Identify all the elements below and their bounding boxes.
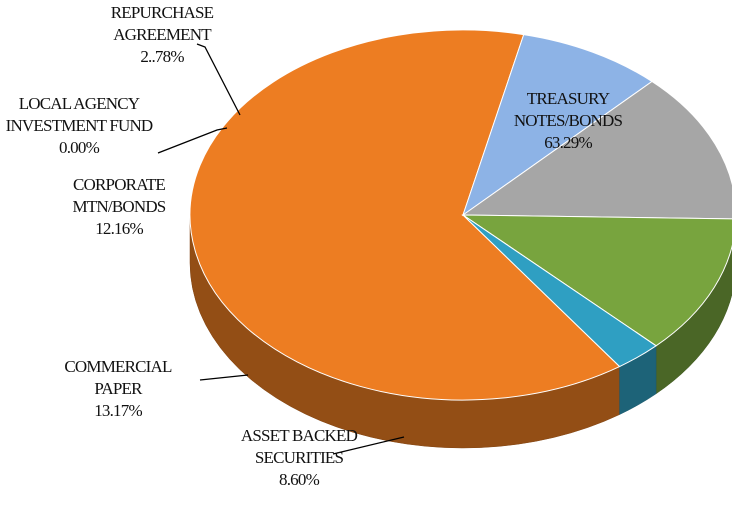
slice-label-laif: INVESTMENT FUND (6, 116, 153, 135)
slice-label-abs: SECURITIES (255, 448, 344, 467)
slice-label-repo: AGREEMENT (113, 25, 212, 44)
slice-labels: TREASURY NOTES/BONDS 63.29% ASSET BACKED SEC… (6, 3, 624, 489)
leader-line-laif (157, 127, 228, 154)
label-abs: ASSET BACKED SECURITIES 8.60% (241, 426, 359, 489)
slice-treasury (189, 29, 621, 401)
label-cp: COMMERCIAL PAPER 13.17% (64, 357, 172, 420)
leader-line-abs (332, 436, 405, 455)
label-corp: CORPORATE MTN/BONDS 12.16% (73, 175, 167, 238)
slice-cp (461, 80, 732, 220)
pie-3d-sides (189, 214, 732, 449)
slice-corp (461, 214, 732, 347)
slice-abs (462, 34, 653, 217)
slice-percent-cp: 13.17% (94, 401, 142, 420)
leader-line-repo (196, 43, 241, 116)
leader-line-cp (199, 374, 249, 381)
slice-percent-treasury: 63.29% (544, 133, 592, 152)
slice-label-cp: COMMERCIAL (64, 357, 172, 376)
slice-percent-laif: 0.00% (59, 138, 100, 157)
leader-lines (157, 43, 405, 455)
slice-label-cp: PAPER (94, 379, 143, 398)
slice-label-corp: MTN/BONDS (73, 197, 166, 216)
slice-percent-abs: 8.60% (279, 470, 320, 489)
slice-percent-corp: 12.16% (95, 219, 143, 238)
slice-repo (462, 214, 657, 368)
slice-label-repo: REPURCHASE (111, 3, 214, 22)
slice-label-treasury: NOTES/BONDS (514, 111, 623, 130)
label-repo: REPURCHASE AGREEMENT 2..78% (111, 3, 215, 66)
slice-label-corp: CORPORATE (73, 175, 165, 194)
slice-label-laif: LOCAL AGENCY (19, 94, 140, 113)
label-treasury: TREASURY NOTES/BONDS 63.29% (514, 89, 623, 152)
slice-label-treasury: TREASURY (527, 89, 610, 108)
pie-slices (189, 29, 732, 401)
slice-percent-repo: 2..78% (140, 47, 184, 66)
slice-label-abs: ASSET BACKED (241, 426, 358, 445)
label-laif: LOCAL AGENCY INVESTMENT FUND 0.00% (6, 94, 154, 157)
